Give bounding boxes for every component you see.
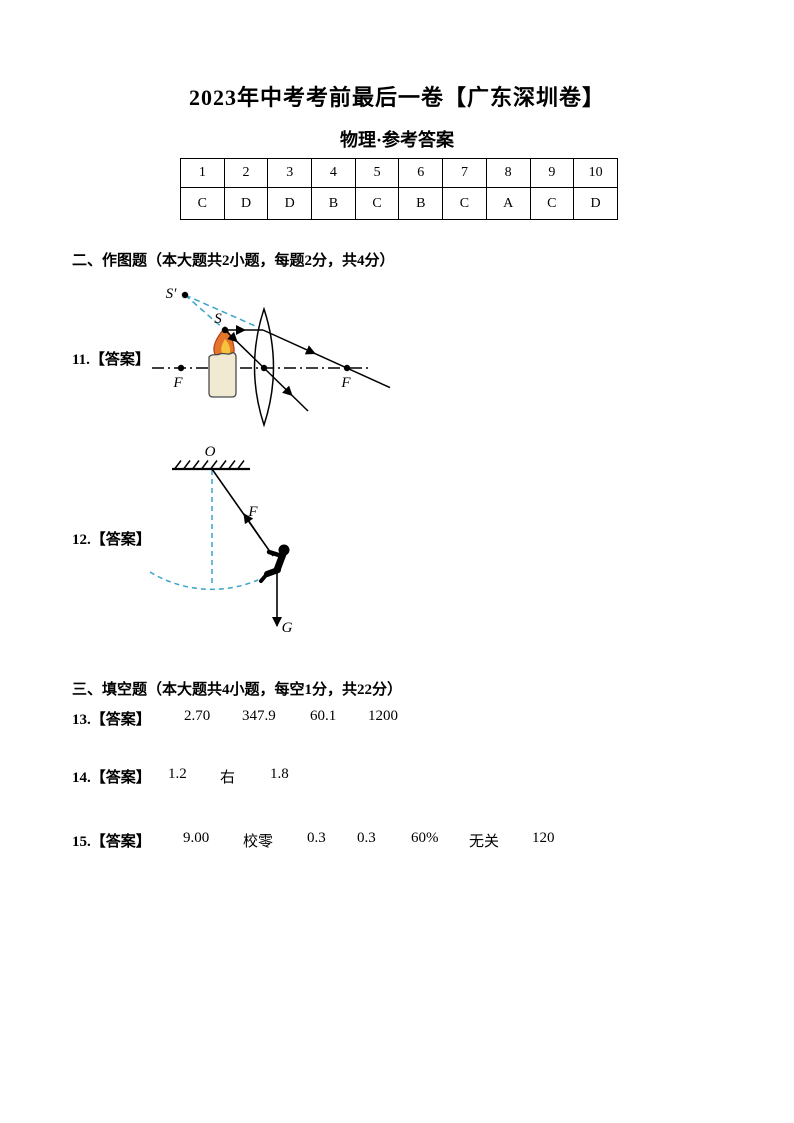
person-figure bbox=[259, 544, 290, 583]
force-f-arrow bbox=[243, 513, 262, 540]
multiple-choice-answer-table: 1 2 3 4 5 6 7 8 9 10 C D D B C B C A C bbox=[180, 158, 618, 220]
q13-blank-value: 2.70 bbox=[184, 708, 211, 724]
answer-cell: C bbox=[354, 187, 400, 220]
lens-ray-diagram: S′ S F F bbox=[152, 286, 391, 428]
q14-blank-value: 右 bbox=[220, 770, 236, 786]
q14-blank-value: 1.8 bbox=[270, 766, 289, 782]
q13-blank-value: 60.1 bbox=[310, 708, 337, 724]
center-ray-after-lens bbox=[263, 367, 309, 412]
answer-cell: D bbox=[267, 187, 313, 220]
answer-cell: C bbox=[442, 187, 487, 220]
question-number-cell: 10 bbox=[573, 158, 618, 188]
focal-point-right bbox=[343, 364, 351, 372]
question-number-cell: 2 bbox=[223, 158, 269, 188]
q15-blank-value: 60% bbox=[411, 830, 439, 846]
q12-answer-label: 12.【答案】 bbox=[72, 532, 151, 548]
question-number-cell: 6 bbox=[398, 158, 444, 188]
question-number-cell: 1 bbox=[180, 158, 225, 188]
point-s bbox=[221, 326, 229, 334]
section-heading-drawing: 二、作图题（本大题共2小题，每题2分，共4分） bbox=[72, 253, 395, 269]
q15-blank-value: 120 bbox=[532, 830, 555, 846]
q13-answer-label: 13.【答案】 bbox=[72, 712, 151, 728]
candle-flame-inner bbox=[221, 339, 231, 356]
q13-blank-value: 1200 bbox=[368, 708, 398, 724]
label-pivot-o: O bbox=[205, 444, 216, 460]
q15-answer-line: 15.【答案】 9.00 校零 0.3 0.3 60% 无关 120 bbox=[0, 830, 794, 852]
answer-cell: A bbox=[485, 187, 531, 220]
swing-arc-dashed bbox=[149, 571, 259, 590]
question-number-cell: 5 bbox=[354, 158, 400, 188]
page-title: 2023年中考考前最后一卷【广东深圳卷】 bbox=[188, 85, 605, 110]
question-number-cell: 8 bbox=[485, 158, 531, 188]
refracted-ray-through-focus bbox=[262, 329, 391, 389]
candle-body bbox=[208, 352, 237, 398]
answer-cell: C bbox=[180, 187, 225, 220]
label-f-right: F bbox=[340, 375, 351, 391]
q14-answer-line: 14.【答案】 1.2 右 1.8 bbox=[0, 766, 794, 788]
label-f-left: F bbox=[172, 375, 183, 391]
optical-center bbox=[260, 364, 268, 372]
question-number-cell: 3 bbox=[267, 158, 313, 188]
virtual-ray-extension-2 bbox=[184, 294, 263, 330]
answer-cell: D bbox=[573, 187, 618, 220]
ceiling-hatching bbox=[174, 460, 245, 469]
table-row-answers: C D D B C B C A C D bbox=[180, 187, 618, 220]
label-force-f: F bbox=[247, 504, 258, 520]
label-force-g: G bbox=[282, 620, 293, 636]
swing-force-diagram: O F G bbox=[149, 444, 293, 636]
q15-blank-value: 无关 bbox=[469, 834, 500, 850]
page-subtitle: 物理·参考答案 bbox=[339, 130, 454, 150]
q15-blank-value: 0.3 bbox=[357, 830, 376, 846]
q15-blank-value: 校零 bbox=[243, 834, 274, 850]
section-heading-fill-blank: 三、填空题（本大题共4小题，每空1分，共22分） bbox=[72, 682, 403, 698]
focal-point-left bbox=[177, 364, 185, 372]
table-row-question-numbers: 1 2 3 4 5 6 7 8 9 10 bbox=[180, 158, 618, 188]
q11-answer-label: 11.【答案】 bbox=[72, 352, 150, 368]
q14-answer-label: 14.【答案】 bbox=[72, 770, 151, 786]
label-s: S bbox=[214, 311, 222, 327]
q13-answer-line: 13.【答案】 2.70 347.9 60.1 1200 bbox=[0, 708, 794, 730]
q14-blank-value: 1.2 bbox=[168, 766, 187, 782]
question-number-cell: 9 bbox=[529, 158, 575, 188]
virtual-ray-extension-1 bbox=[184, 294, 226, 331]
center-ray-before-lens bbox=[224, 329, 265, 369]
q15-blank-value: 9.00 bbox=[183, 830, 210, 846]
answer-cell: B bbox=[311, 187, 356, 220]
q15-blank-value: 0.3 bbox=[307, 830, 326, 846]
question-number-cell: 4 bbox=[311, 158, 356, 188]
q13-blank-value: 347.9 bbox=[242, 708, 276, 724]
q15-answer-label: 15.【答案】 bbox=[72, 834, 151, 850]
question-number-cell: 7 bbox=[442, 158, 487, 188]
answer-cell: B bbox=[398, 187, 444, 220]
answer-cell: C bbox=[529, 187, 575, 220]
point-s-prime bbox=[181, 291, 189, 299]
answer-cell: D bbox=[223, 187, 269, 220]
label-s-prime: S′ bbox=[166, 286, 178, 302]
rope bbox=[211, 468, 274, 557]
